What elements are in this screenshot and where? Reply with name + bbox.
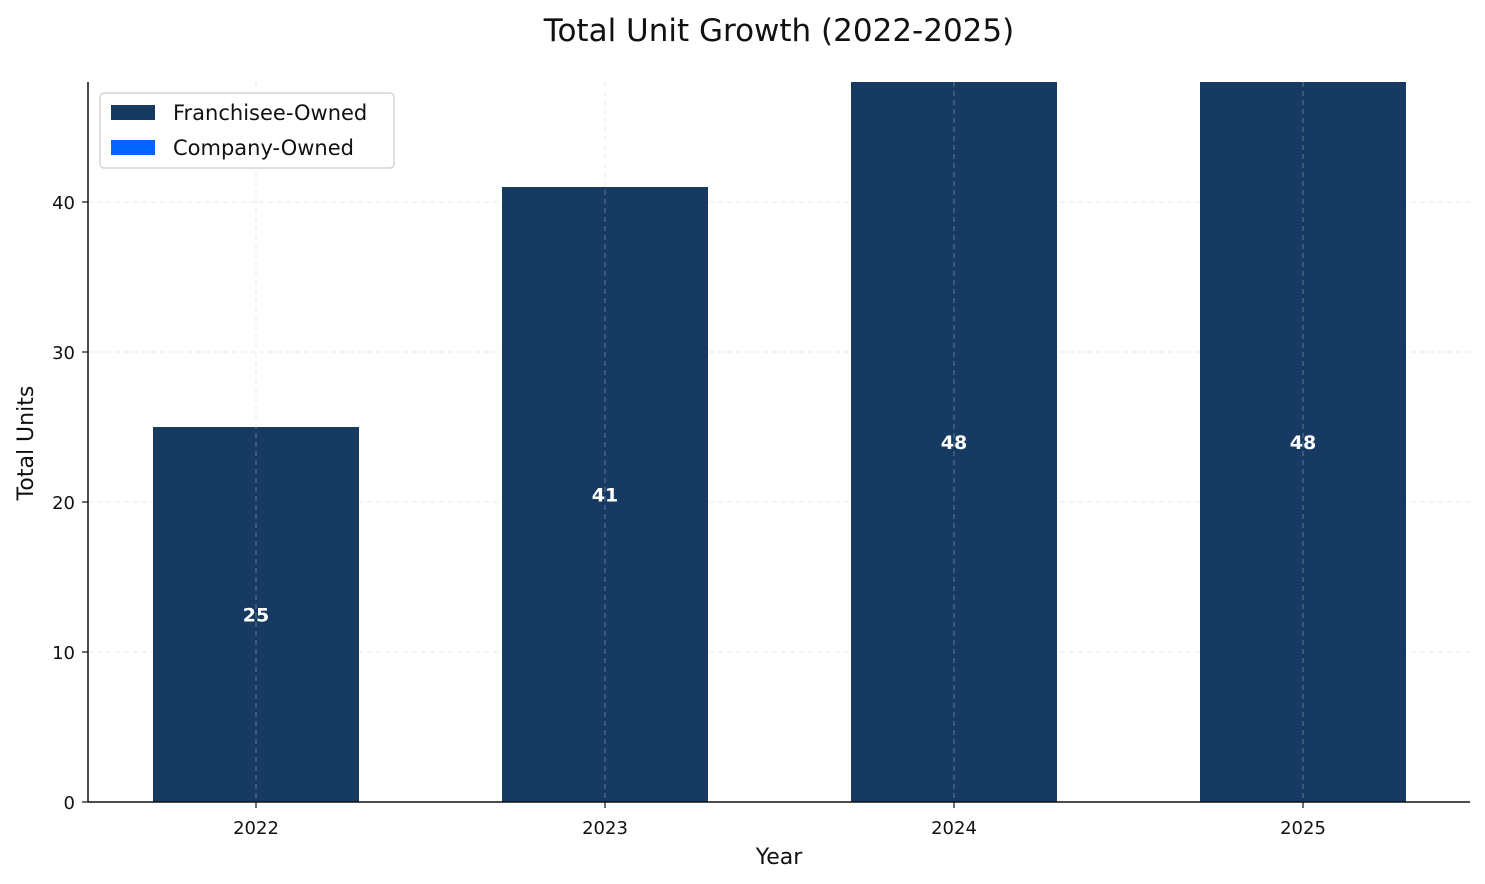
- data-labels-layer: 25 41 48 48: [243, 432, 1316, 627]
- bars-layer: [153, 82, 1406, 802]
- legend-frame: [99, 92, 395, 169]
- x-tick-label-2025: 2025: [1280, 818, 1326, 839]
- legend: Franchisee-Owned Company-Owned: [99, 92, 395, 169]
- data-label-2023: 41: [592, 485, 618, 507]
- y-axis-label: Total Units: [14, 386, 39, 502]
- y-tick-label-20: 20: [52, 493, 75, 514]
- chart-title: Total Unit Growth (2022-2025): [543, 13, 1014, 49]
- legend-label-company-owned: Company-Owned: [173, 136, 354, 160]
- legend-swatch-company-owned: [111, 140, 155, 155]
- legend-swatch-franchisee-owned: [111, 105, 155, 120]
- data-label-2022: 25: [243, 605, 269, 627]
- legend-label-franchisee-owned: Franchisee-Owned: [173, 101, 367, 125]
- x-tick-label-2023: 2023: [582, 818, 628, 839]
- y-tick-label-30: 30: [52, 343, 75, 364]
- x-tick-label-2022: 2022: [233, 818, 279, 839]
- y-tick-label-10: 10: [52, 643, 75, 664]
- y-tick-label-0: 0: [64, 793, 75, 814]
- axes-layer: 0 10 20 30 40 2022 2023 2024 2025: [52, 82, 1470, 839]
- x-tick-label-2024: 2024: [931, 818, 977, 839]
- data-label-2024: 48: [941, 432, 967, 454]
- vertical-grid-layer: [255, 82, 1304, 802]
- y-tick-label-40: 40: [52, 193, 75, 214]
- data-label-2025: 48: [1290, 432, 1316, 454]
- x-axis-label: Year: [755, 845, 804, 870]
